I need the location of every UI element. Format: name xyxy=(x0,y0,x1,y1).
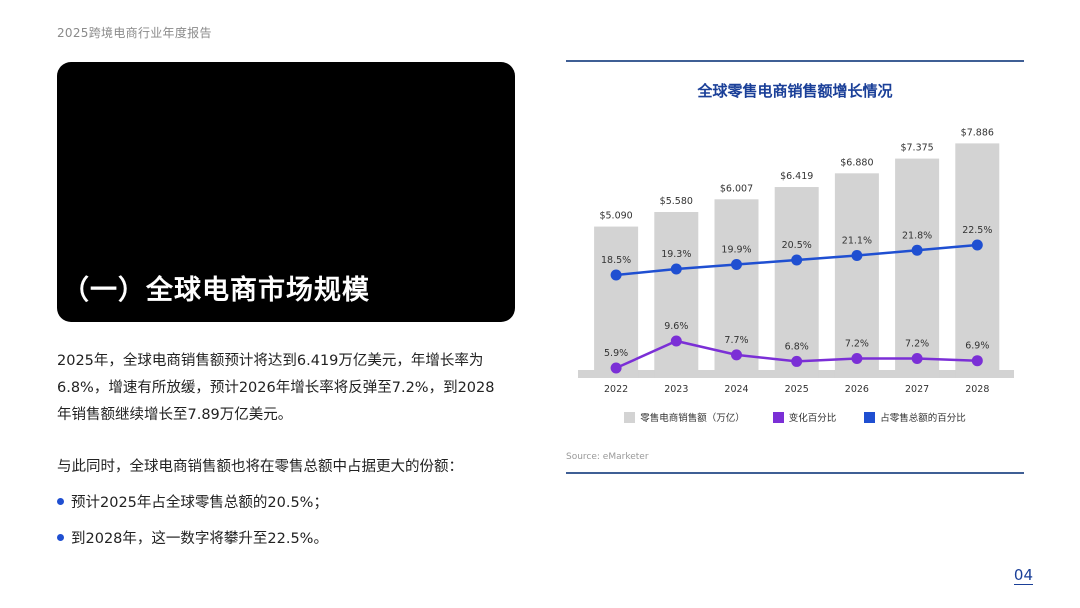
retail-share-point xyxy=(731,259,742,270)
bullet-dot-icon xyxy=(57,498,64,505)
report-title: 2025跨境电商行业年度报告 xyxy=(57,26,212,40)
x-tick-label: 2027 xyxy=(905,384,929,395)
legend-item: 零售电商销售额（万亿） xyxy=(624,410,745,424)
retail-share-value-label: 19.9% xyxy=(721,245,751,256)
pct-change-value-label: 6.9% xyxy=(965,341,989,352)
retail-share-value-label: 21.8% xyxy=(902,230,932,241)
pct-change-value-label: 9.6% xyxy=(664,321,688,332)
legend-swatch xyxy=(624,411,636,423)
x-tick-label: 2022 xyxy=(604,384,628,395)
retail-share-value-label: 21.1% xyxy=(842,236,872,247)
legend-label: 变化百分比 xyxy=(788,413,837,424)
page-number: 04 xyxy=(1013,566,1033,585)
bar-value-label: $6.419 xyxy=(780,171,813,182)
bullet-item: 到2028年，这一数字将攀升至22.5%。 xyxy=(57,527,328,548)
bar-value-label: $5.090 xyxy=(599,211,632,222)
legend-swatch xyxy=(864,411,876,423)
bar-2028 xyxy=(955,143,1000,378)
x-tick-label: 2026 xyxy=(845,384,869,395)
summary-paragraph: 2025年，全球电商销售额预计将达到6.419万亿美元，年增长率为6.8%，增速… xyxy=(57,353,495,423)
bar-value-label: $7.886 xyxy=(961,127,994,138)
section-hero-banner xyxy=(57,62,515,322)
retail-share-point xyxy=(851,250,863,261)
bullet-item: 预计2025年占全球零售总额的20.5%； xyxy=(57,491,328,512)
bar-2027 xyxy=(895,158,940,378)
x-tick-label: 2025 xyxy=(785,384,809,395)
bar-value-label: $6.007 xyxy=(720,183,753,194)
bullet-dot-icon xyxy=(57,534,64,541)
legend-label: 零售电商销售额（万亿） xyxy=(640,413,745,424)
share-intro-paragraph: 与此同时，全球电商销售额也将在零售总额中占据更大的份额： xyxy=(57,459,463,475)
bar-value-label: $7.375 xyxy=(900,143,933,154)
retail-share-value-label: 20.5% xyxy=(782,240,812,251)
pct-change-point xyxy=(851,353,863,365)
bar-value-label: $6.880 xyxy=(840,157,873,168)
chart-legend: 零售电商销售额（万亿） 变化百分比 占零售总额的百分比 xyxy=(566,410,1024,424)
section-title: （一）全球电商市场规模 xyxy=(62,275,370,306)
pct-change-point xyxy=(911,353,923,365)
chart-canvas: $5.090 $5.580 $6.007 $6.419 $6.880 $7.375 $7.8… xyxy=(578,127,1014,395)
bar-2024 xyxy=(714,199,759,378)
pct-change-value-label: 6.8% xyxy=(785,341,809,352)
pct-change-point xyxy=(670,335,682,347)
x-tick-label: 2024 xyxy=(724,384,748,395)
pct-change-value-label: 7.7% xyxy=(724,335,748,346)
pct-change-point xyxy=(791,355,803,367)
retail-share-value-label: 19.3% xyxy=(661,249,691,260)
chart-title: 全球零售电商销售额增长情况 xyxy=(697,82,893,100)
retail-share-value-label: 22.5% xyxy=(962,225,992,236)
bar-2023 xyxy=(654,211,699,378)
chart-bottom-rule xyxy=(566,472,1024,474)
pct-change-point xyxy=(610,362,622,374)
retail-share-point xyxy=(971,239,983,251)
pct-change-point xyxy=(971,355,983,367)
retail-share-point xyxy=(610,269,622,281)
bar-2025 xyxy=(774,187,819,378)
chart-panel: 全球零售电商销售额增长情况 $5.090 $5.580 $6.007 $6.419 $6… xyxy=(566,60,1024,476)
retail-share-point xyxy=(791,254,803,266)
legend-item: 占零售总额的百分比 xyxy=(864,410,966,424)
pct-change-value-label: 5.9% xyxy=(604,348,628,359)
pct-change-point xyxy=(731,349,742,361)
bar-2026 xyxy=(834,173,879,378)
x-tick-label: 2023 xyxy=(664,384,688,395)
legend-label: 占零售总额的百分比 xyxy=(880,413,966,424)
retail-share-point xyxy=(670,263,682,275)
retail-share-point xyxy=(911,244,923,256)
retail-share-value-label: 18.5% xyxy=(601,255,631,266)
pct-change-value-label: 7.2% xyxy=(905,339,929,350)
x-tick-label: 2028 xyxy=(965,384,989,395)
bullet-text: 到2028年，这一数字将攀升至22.5%。 xyxy=(71,531,328,547)
legend-item: 变化百分比 xyxy=(772,410,837,424)
bar-2022 xyxy=(594,226,639,378)
legend-swatch xyxy=(772,411,784,423)
pct-change-value-label: 7.2% xyxy=(845,339,869,350)
chart-top-rule xyxy=(566,60,1024,62)
bullet-text: 预计2025年占全球零售总额的20.5%； xyxy=(71,495,328,511)
chart-source: Source: eMarketer xyxy=(566,452,649,462)
bar-value-label: $5.580 xyxy=(660,196,693,207)
